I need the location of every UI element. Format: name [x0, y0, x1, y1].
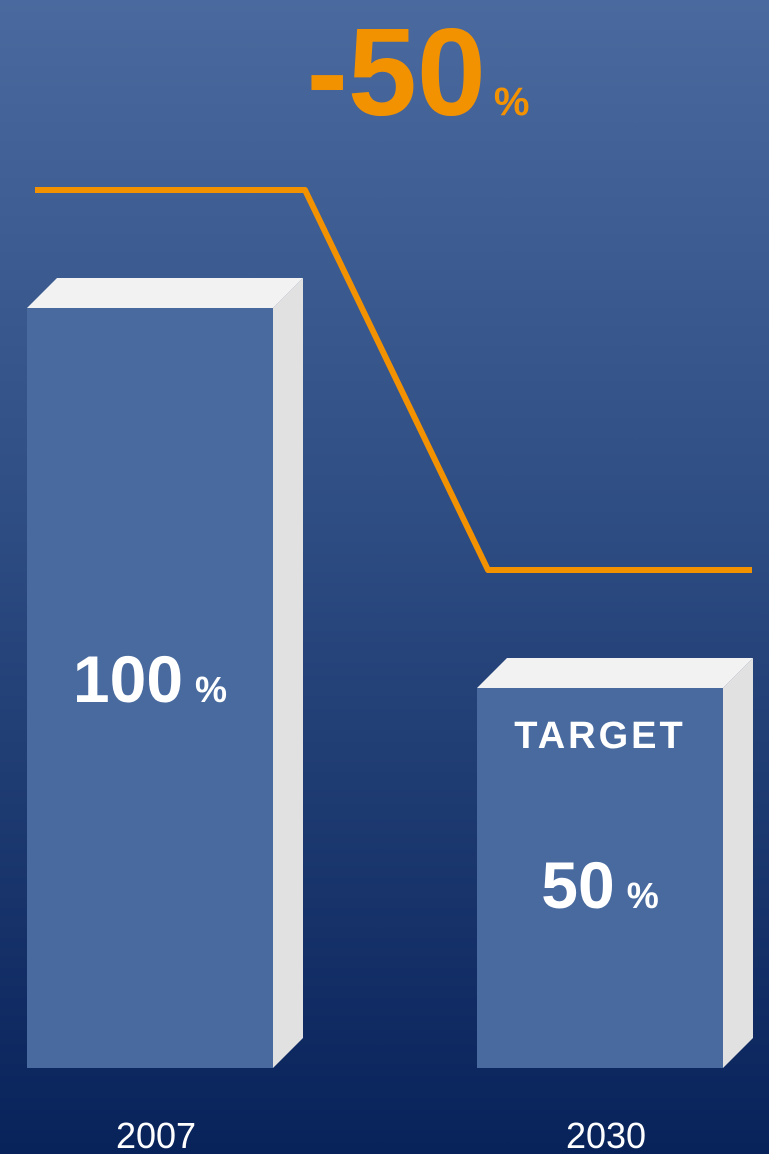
chart-title: -50% — [307, 4, 530, 142]
value-unit: % — [195, 669, 227, 710]
bar-top — [477, 658, 753, 688]
bar-side — [273, 278, 303, 1068]
bar-annotation: TARGET — [514, 715, 685, 757]
bar — [477, 688, 723, 1068]
title-number: -50 — [307, 4, 486, 142]
title-unit: % — [494, 80, 530, 124]
bar-side — [723, 658, 753, 1068]
x-tick-label: 2007 — [116, 1115, 196, 1154]
bar — [27, 308, 273, 1068]
value-number: 100 — [73, 642, 183, 716]
value-unit: % — [627, 875, 659, 916]
value-label: 100% — [73, 642, 227, 716]
level-connector — [302, 187, 491, 573]
bar-top — [27, 278, 303, 308]
value-label: 50% — [541, 848, 658, 922]
x-tick-label: 2030 — [566, 1115, 646, 1154]
value-number: 50 — [541, 848, 614, 922]
